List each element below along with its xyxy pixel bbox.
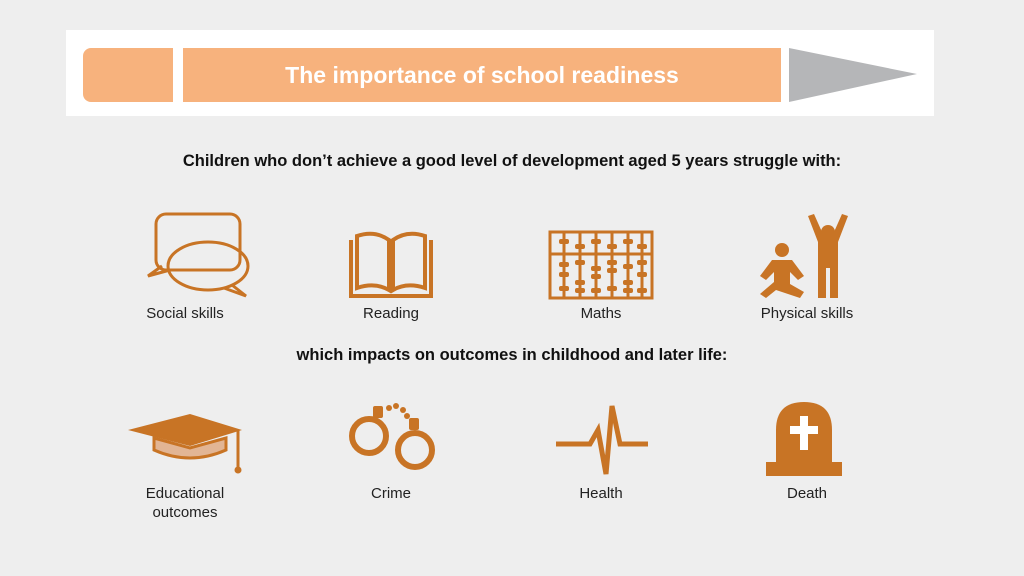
outcome-label: Health [579, 485, 623, 502]
outcome-label-line1: Educational [145, 485, 225, 502]
abacus-icon [548, 230, 654, 300]
outcome-label: Death [786, 485, 828, 502]
struggle-label: Maths [580, 305, 622, 322]
pencil-tip-icon [789, 48, 917, 102]
pencil-eraser [83, 48, 173, 102]
outcome-educational: Educational outcomes [100, 400, 270, 522]
outcome-death: Death [722, 400, 892, 503]
struggle-maths: Maths [516, 210, 686, 323]
page-title: The importance of school readiness [183, 48, 781, 102]
graduation-cap-icon [128, 414, 242, 474]
struggle-physical-skills: Physical skills [722, 210, 892, 323]
struggles-heading: Children who don’t achieve a good level … [182, 152, 842, 170]
speech-bubbles-icon [147, 212, 250, 298]
heartbeat-icon [556, 405, 648, 475]
impacts-heading: which impacts on outcomes in childhood a… [296, 346, 728, 364]
outcome-health: Health [516, 400, 686, 503]
struggle-label: Reading [363, 305, 419, 322]
struggle-reading: Reading [306, 210, 476, 323]
handcuffs-icon [349, 403, 435, 470]
gravestone-icon [766, 402, 842, 476]
struggle-social-skills: Social skills [100, 210, 270, 323]
outcome-label: Crime [371, 485, 411, 502]
exercising-people-icon [760, 214, 848, 298]
struggle-label: Physical skills [760, 305, 854, 322]
open-book-icon [349, 231, 433, 298]
struggle-label: Social skills [146, 305, 224, 322]
outcome-label: Educational outcomes [100, 484, 270, 522]
outcome-label-line2: outcomes [152, 504, 218, 521]
outcome-crime: Crime [306, 400, 476, 503]
